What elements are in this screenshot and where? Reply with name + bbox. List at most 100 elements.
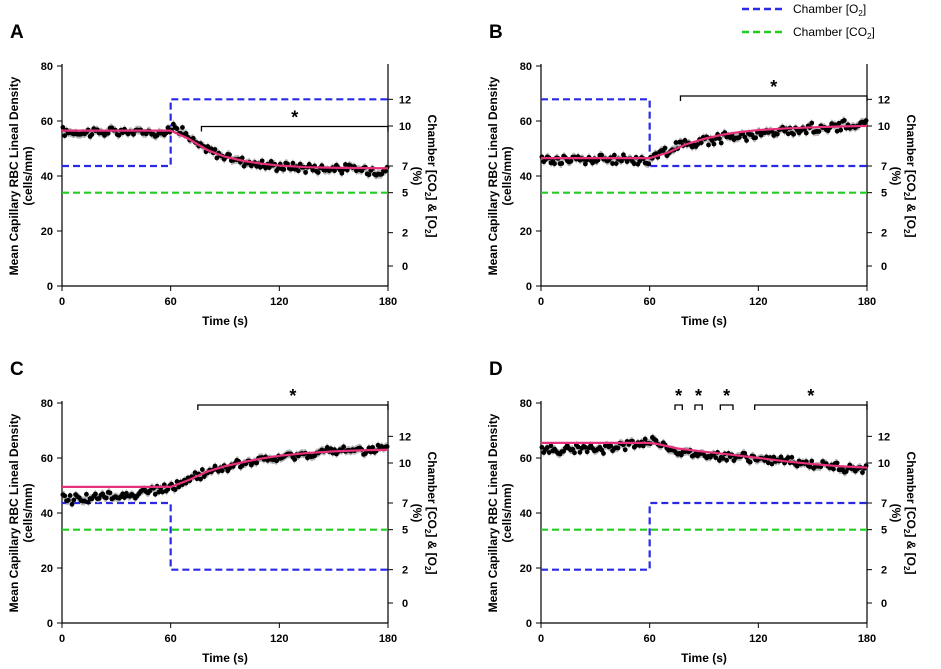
y2-axis-title-part: ] (904, 233, 918, 237)
data-point (678, 139, 684, 145)
data-point (720, 455, 726, 461)
data-point (662, 145, 668, 151)
y2-tick-label: 2 (402, 228, 408, 240)
data-point (212, 463, 218, 469)
x-tick-label: 0 (538, 633, 544, 645)
significance-bracket (719, 404, 734, 410)
data-point (93, 491, 98, 497)
y2-axis-title-part: ] (425, 233, 439, 237)
x-tick-label: 180 (858, 633, 876, 645)
data-point (575, 444, 581, 450)
y-axis-title-line2: (cells/mm) (21, 483, 35, 542)
legend: Chamber [O2] Chamber [CO2] (742, 2, 875, 41)
data-point (131, 131, 136, 137)
data-point (227, 152, 232, 158)
data-point (785, 131, 791, 137)
data-point (339, 170, 345, 176)
data-point (568, 158, 574, 164)
legend-o2-label: Chamber [O2] (793, 2, 866, 18)
data-point (765, 460, 771, 466)
data-point (257, 164, 263, 170)
significance-bracket (200, 125, 389, 132)
x-tick-label: 60 (165, 296, 177, 308)
panel-label: D (489, 359, 503, 380)
data-point (165, 125, 171, 131)
y2-tick-label: 2 (881, 565, 887, 577)
data-point (709, 138, 715, 143)
data-point (860, 470, 865, 475)
x-tick-label: 60 (165, 633, 177, 645)
data-point (190, 135, 196, 141)
data-point (611, 152, 617, 158)
y2-axis-title-part: ] & [O (425, 533, 439, 566)
y2-tick-label: 5 (402, 188, 408, 200)
data-point (744, 138, 749, 143)
data-point (84, 491, 89, 497)
data-point (637, 158, 643, 164)
data-point (292, 456, 298, 462)
data-point (622, 447, 628, 453)
data-point (324, 445, 330, 450)
y-tick-label: 40 (520, 508, 532, 520)
y2-axis-title-part: 2 (423, 529, 432, 534)
data-point (682, 138, 688, 143)
x-axis-title: Time (s) (681, 651, 727, 665)
data-point (834, 460, 840, 466)
data-point (803, 130, 809, 136)
data-point (341, 444, 347, 450)
o2-series-line (541, 501, 867, 571)
data-point (539, 444, 545, 450)
y-tick-label: 40 (41, 508, 53, 520)
data-point (328, 446, 334, 452)
data-point (180, 125, 185, 130)
y-tick-label: 40 (520, 171, 532, 183)
data-point (713, 455, 719, 461)
y2-axis-title-part: Chamber [CO (904, 452, 918, 529)
data-point (384, 444, 390, 449)
legend-o2-suffix: ] (863, 2, 866, 16)
data-point (716, 136, 722, 142)
data-point (838, 127, 844, 133)
panel-d: D 0 20 40 60 80 0 60 120 180 0 2 5 7 10 12 Time (s) Mean … (486, 359, 918, 665)
data-point (631, 161, 637, 167)
y2-axis-title-part: 2 (423, 566, 432, 571)
y2-tick-label: 10 (878, 458, 890, 470)
data-point (718, 140, 724, 146)
data-point (107, 490, 113, 496)
y2-axis-title-part: 2 (902, 566, 911, 571)
data-point (366, 172, 372, 178)
data-point (172, 487, 178, 492)
y2-tick-label: 12 (399, 431, 411, 443)
y2-axis-title-part: 2 (902, 529, 911, 534)
y2-axis-title-part: Chamber [CO (904, 115, 918, 192)
data-point (120, 491, 126, 497)
y-tick-label: 20 (41, 226, 53, 238)
data-point (601, 450, 606, 456)
data-point (582, 161, 588, 167)
data-point (315, 170, 321, 175)
significance-star: * (723, 386, 730, 406)
y-tick-label: 0 (47, 618, 53, 630)
data-point (116, 132, 122, 138)
legend-co2-sub: 2 (867, 32, 872, 41)
data-point (577, 449, 583, 455)
data-point (572, 450, 577, 456)
data-point (67, 493, 73, 498)
x-tick-label: 120 (749, 296, 767, 308)
y-tick-label: 80 (41, 61, 53, 73)
data-point (640, 443, 646, 449)
x-tick-label: 180 (379, 633, 397, 645)
y-tick-label: 60 (41, 453, 53, 465)
data-point (69, 501, 75, 507)
data-point (343, 162, 348, 167)
panel-label: A (10, 22, 24, 43)
y-tick-label: 20 (41, 563, 53, 575)
y2-axis-title: Chamber [CO2] & [O2] (902, 115, 918, 238)
data-point (152, 491, 158, 497)
data-point (711, 141, 717, 147)
data-point (71, 497, 77, 503)
y2-axis-title-part: 2 (423, 229, 432, 234)
data-point (570, 446, 576, 452)
y2-axis-title-unit: (%) (889, 504, 903, 523)
